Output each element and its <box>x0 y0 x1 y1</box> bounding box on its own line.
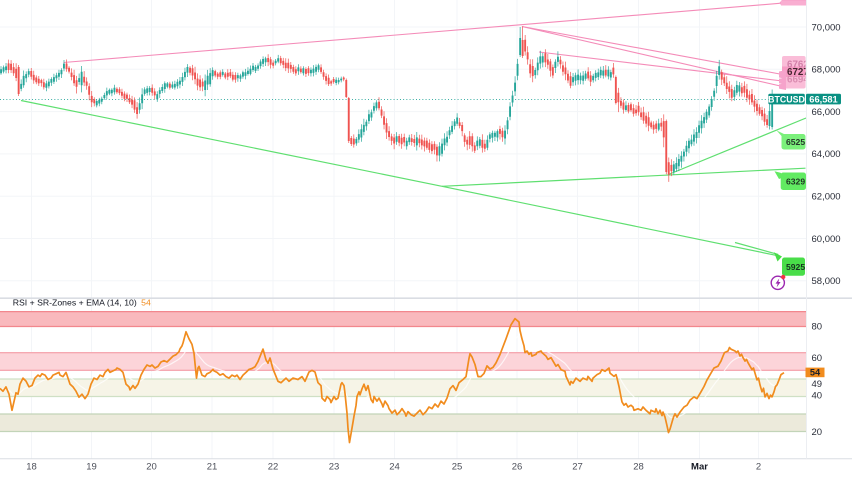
svg-text:62,000: 62,000 <box>812 192 841 203</box>
svg-text:2: 2 <box>756 462 761 473</box>
svg-text:40: 40 <box>812 391 823 402</box>
svg-text:27: 27 <box>572 462 583 473</box>
svg-text:6762: 6762 <box>787 60 809 71</box>
svg-text:54: 54 <box>810 367 821 377</box>
svg-text:60: 60 <box>812 353 823 364</box>
svg-text:6694: 6694 <box>787 75 809 86</box>
svg-text:64,000: 64,000 <box>812 149 841 160</box>
svg-text:66,581: 66,581 <box>809 94 837 104</box>
svg-text:49: 49 <box>812 379 823 390</box>
svg-text:58,000: 58,000 <box>812 276 841 287</box>
svg-text:70,000: 70,000 <box>812 22 841 33</box>
svg-text:20: 20 <box>146 462 157 473</box>
svg-text:18: 18 <box>26 462 37 473</box>
svg-text:6727: 6727 <box>787 67 809 78</box>
svg-text:RSI + SR-Zones + EMA (14, 10): RSI + SR-Zones + EMA (14, 10) 54 <box>13 298 151 308</box>
svg-text:26: 26 <box>512 462 523 473</box>
svg-text:68,000: 68,000 <box>812 65 841 76</box>
svg-text:5925: 5925 <box>786 262 805 272</box>
svg-text:23: 23 <box>329 462 340 473</box>
svg-text:BTCUSD: BTCUSD <box>768 94 805 104</box>
svg-text:66,000: 66,000 <box>812 107 841 118</box>
svg-text:25: 25 <box>452 462 463 473</box>
svg-text:20: 20 <box>812 427 823 438</box>
svg-text:21: 21 <box>207 462 218 473</box>
svg-text:6525: 6525 <box>786 137 805 147</box>
svg-text:22: 22 <box>268 462 279 473</box>
svg-text:24: 24 <box>389 462 400 473</box>
svg-text:28: 28 <box>633 462 644 473</box>
svg-text:Mar: Mar <box>691 462 708 473</box>
svg-text:80: 80 <box>812 322 823 333</box>
svg-text:6329: 6329 <box>786 176 805 186</box>
svg-text:60,000: 60,000 <box>812 234 841 245</box>
svg-text:19: 19 <box>86 462 97 473</box>
